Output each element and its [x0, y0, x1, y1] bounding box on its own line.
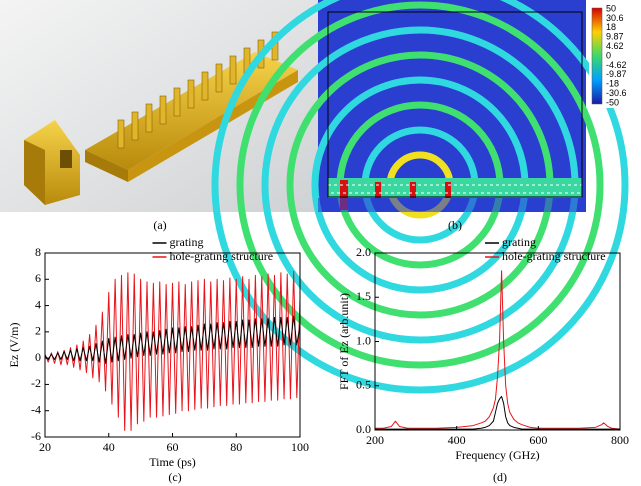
y-tick-label: -4: [31, 402, 41, 416]
x-tick-label: 40: [103, 440, 115, 454]
x-tick-label: 100: [291, 440, 309, 454]
legend-label: hole-grating structure: [502, 249, 606, 263]
y-tick-label: -6: [31, 429, 41, 443]
y-tick-label: 0: [35, 350, 41, 364]
colorbar-label: -9.87: [606, 69, 627, 79]
y-tick-label: 4: [35, 297, 41, 311]
y-tick-label: 2: [35, 324, 41, 338]
y-tick-label: 6: [35, 271, 41, 285]
colorbar-label: -50: [606, 97, 619, 107]
legend-label: grating: [502, 235, 536, 249]
colorbar-label: -30.6: [606, 88, 627, 98]
caption: (c): [168, 470, 181, 484]
colorbar-label: 18: [606, 22, 616, 32]
y-tick-label: 1.0: [356, 333, 371, 347]
x-tick-label: 80: [230, 440, 242, 454]
data-line: [44, 270, 301, 431]
y-tick-label: 0.0: [356, 422, 371, 436]
caption: (b): [448, 218, 462, 232]
y-axis-label: FFT of Ez (arb.unit): [337, 293, 351, 390]
caption: (a): [153, 218, 166, 232]
x-tick-label: 600: [529, 433, 547, 447]
panel-a-image: [0, 0, 318, 212]
panel-b-image: [211, 0, 641, 394]
y-tick-label: 1.5: [356, 289, 371, 303]
legend-label: hole-grating structure: [170, 249, 274, 263]
colorbar-label: -4.62: [606, 60, 627, 70]
colorbar-label: 0: [606, 50, 611, 60]
colorbar-label: 30.6: [606, 13, 624, 23]
x-tick-label: 60: [167, 440, 179, 454]
x-axis-label: Frequency (GHz): [455, 448, 539, 462]
x-axis-label: Time (ps): [149, 455, 196, 469]
colorbar-label: 50: [606, 3, 616, 13]
x-tick-label: 400: [448, 433, 466, 447]
colorbar-label: -18: [606, 79, 619, 89]
y-tick-label: 2.0: [356, 245, 371, 259]
x-tick-label: 20: [39, 440, 51, 454]
data-line: [44, 315, 301, 364]
x-tick-label: 800: [611, 433, 629, 447]
colorbar-label: 4.62: [606, 41, 624, 51]
data-line: [375, 395, 620, 430]
y-tick-label: -2: [31, 376, 41, 390]
x-tick-label: 200: [366, 433, 384, 447]
legend-label: grating: [170, 235, 204, 249]
y-tick-label: 0.5: [356, 378, 371, 392]
caption: (d): [493, 470, 507, 484]
data-line: [375, 270, 621, 430]
y-axis-label: Ez (V/m): [7, 323, 21, 368]
colorbar-label: 9.87: [606, 32, 624, 42]
y-tick-label: 8: [35, 245, 41, 259]
